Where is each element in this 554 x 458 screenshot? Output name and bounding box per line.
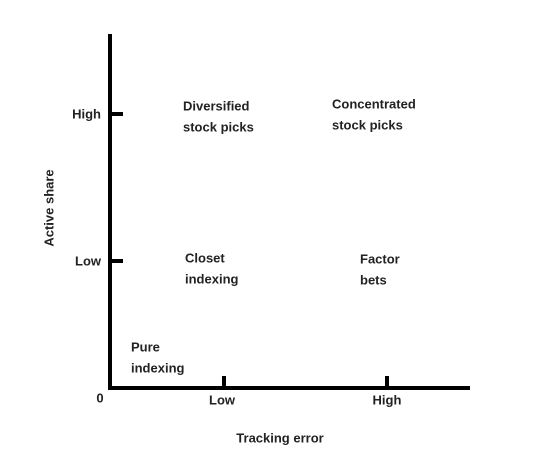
x-axis-title: Tracking error — [236, 430, 323, 445]
quadrant-label: Concentrated — [332, 96, 416, 111]
origin-label: 0 — [96, 390, 103, 405]
y-tick-label: Low — [75, 253, 102, 268]
y-axis-title: Active share — [41, 169, 56, 246]
quadrant-label: Factor — [360, 251, 400, 266]
y-tick-label: High — [72, 106, 101, 121]
x-tick-label: High — [373, 392, 402, 407]
quadrant-label: bets — [360, 272, 387, 287]
quadrant-label: Pure — [131, 339, 160, 354]
quadrant-label: Closet — [185, 250, 225, 265]
quadrant-label: indexing — [185, 271, 239, 286]
quadrant-label: stock picks — [183, 119, 254, 134]
quadrant-label: stock picks — [332, 117, 403, 132]
x-tick-label: Low — [209, 392, 236, 407]
quadrant-label: indexing — [131, 360, 185, 375]
quadrant-label: Diversified — [183, 98, 250, 113]
